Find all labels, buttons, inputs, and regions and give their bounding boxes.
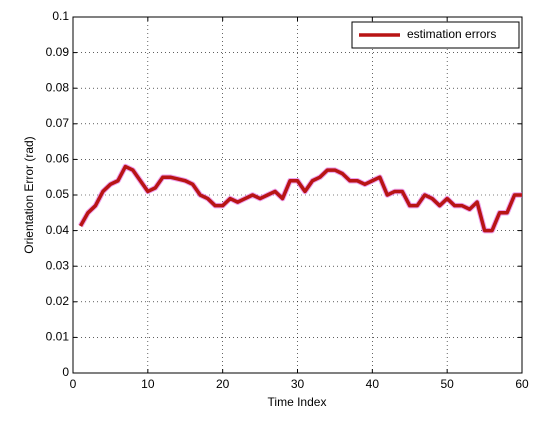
data-line xyxy=(78,164,522,233)
x-tick-label: 50 xyxy=(440,377,454,391)
y-tick-label: 0.02 xyxy=(46,294,70,308)
y-tick-label: 0.07 xyxy=(46,116,70,130)
y-tick-label: 0.05 xyxy=(46,187,70,201)
legend-box xyxy=(351,21,520,49)
y-tick-label: 0.1 xyxy=(52,9,69,23)
y-tick-label: 0.09 xyxy=(46,45,70,59)
x-tick-label: 0 xyxy=(70,377,77,391)
y-axis-label: Orientation Error (rad) xyxy=(22,136,36,253)
x-axis-label: Time Index xyxy=(268,395,327,409)
y-tick-label: 0.06 xyxy=(46,152,70,166)
y-tick-label: 0.08 xyxy=(46,80,70,94)
x-tick-label: 10 xyxy=(141,377,155,391)
y-tick-label: 0 xyxy=(62,365,69,379)
y-tick-label: 0.03 xyxy=(46,258,70,272)
x-tick-label: 60 xyxy=(515,377,529,391)
y-tick-label: 0.01 xyxy=(46,330,70,344)
x-tick-label: 20 xyxy=(216,377,230,391)
y-tick-label: 0.04 xyxy=(46,223,70,237)
legend-label: estimation errors xyxy=(407,27,496,41)
x-tick-label: 40 xyxy=(366,377,380,391)
x-tick-label: 30 xyxy=(291,377,305,391)
